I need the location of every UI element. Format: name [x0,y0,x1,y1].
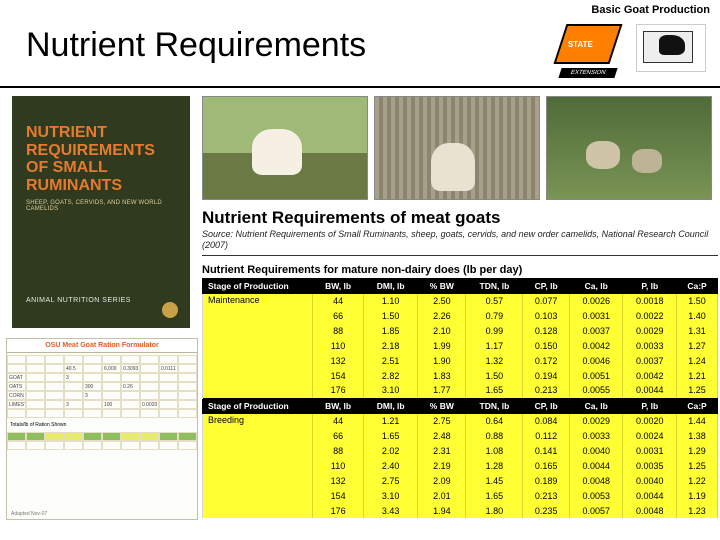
slide-content: NUTRIENT REQUIREMENTS OF SMALL RUMINANTS… [0,92,720,540]
book-seal-icon [162,302,178,318]
slide-header: Basic Goat Production Nutrient Requireme… [0,0,720,88]
book-cover: NUTRIENT REQUIREMENTS OF SMALL RUMINANTS… [12,96,190,328]
photo-row [202,96,712,200]
goat-photo-2 [374,96,540,200]
slide-title: Nutrient Requirements [26,26,366,65]
spreadsheet-body: 40.56,0000.30930.0111GOAT PELLETS3OATS G… [7,364,197,418]
topic-label: Basic Goat Production [591,4,710,16]
spreadsheet-title: OSU Meat Goat Ration Formulator [7,339,197,353]
extension-label: EXTENSION [558,68,617,78]
goat-photo-1 [202,96,368,200]
table-title: Nutrient Requirements of meat goats [202,206,718,229]
table-caption: Nutrient Requirements for mature non-dai… [202,264,718,276]
spreadsheet-header-row [7,355,197,364]
spreadsheet-summary-label: Totals/lb of Ration Shown [7,420,197,430]
table-header-row: Stage of ProductionBW, lbDMI, lb% BWTDN,… [203,278,718,293]
logo-area: EXTENSION [560,20,710,76]
ration-formulator: OSU Meat Goat Ration Formulator 40.56,00… [6,338,198,520]
state-goat-icon [636,24,706,72]
table-source: Source: Nutrient Requirements of Small R… [202,229,718,256]
book-series: ANIMAL NUTRITION SERIES [26,297,131,304]
book-subtitle: SHEEP, GOATS, CERVIDS, AND NEW WORLD CAM… [26,200,176,212]
goat-photo-3 [546,96,712,200]
table-row: Maintenance441.102.500.570.0770.00260.00… [203,293,718,308]
nutrient-table: Stage of ProductionBW, lbDMI, lb% BWTDN,… [202,278,718,519]
table-body: Maintenance441.102.500.570.0770.00260.00… [203,293,718,518]
spreadsheet-summary [7,432,197,450]
table-row: Breeding441.212.750.640.0840.00290.00201… [203,413,718,428]
osu-logo-icon: EXTENSION [560,24,630,72]
book-title: NUTRIENT REQUIREMENTS OF SMALL RUMINANTS [26,124,176,194]
nutrient-table-wrap: Nutrient Requirements of meat goats Sour… [202,206,718,518]
spreadsheet-footer: Adapted Nov-07 [11,511,47,517]
